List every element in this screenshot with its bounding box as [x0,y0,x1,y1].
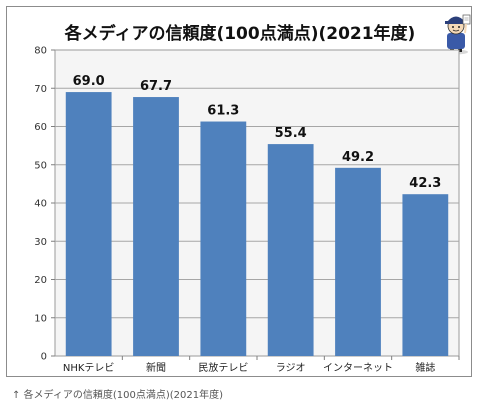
chart-title: 各メディアの信頼度(100点満点)(2021年度) [64,24,416,44]
data-label: 61.3 [207,104,239,119]
data-label: 55.4 [275,126,307,141]
x-tick-label: 新聞 [146,361,166,374]
y-tick-label: 80 [34,46,47,57]
data-label: 49.2 [342,150,374,165]
chart-frame: 各メディアの信頼度(100点満点)(2021年度) 0 10 20 30 40 50 60 7… [6,6,472,377]
data-label: 69.0 [73,74,105,89]
x-tick-label: 雑誌 [415,361,435,374]
chart-caption: ↑ 各メディアの信頼度(100点満点)(2021年度) [12,390,223,401]
y-tick-label: 40 [34,199,47,210]
y-tick-label: 50 [34,160,47,171]
y-tick-label: 30 [34,237,47,248]
y-tick-label: 70 [34,84,47,95]
data-label: 67.7 [140,79,172,94]
x-tick-label: ラジオ [276,362,306,374]
bar [267,144,314,356]
y-tick-label: 0 [41,352,47,363]
bar [200,121,247,356]
x-tick-label: NHKテレビ [63,362,115,374]
y-tick-label: 60 [34,122,47,133]
bar [65,92,112,356]
y-tick-label: 20 [34,275,47,286]
bar-chart: 0 10 20 30 40 50 60 70 80 69.0 NHKテレビ 67.7 新聞 61.3 民放テ… [34,46,460,374]
x-tick-label: インターネット [323,362,393,374]
x-tick-label: 民放テレビ [198,361,248,374]
bar [133,97,179,357]
bar [402,194,449,356]
bar [335,167,381,356]
data-label: 42.3 [409,176,441,191]
y-tick-label: 10 [34,313,47,324]
